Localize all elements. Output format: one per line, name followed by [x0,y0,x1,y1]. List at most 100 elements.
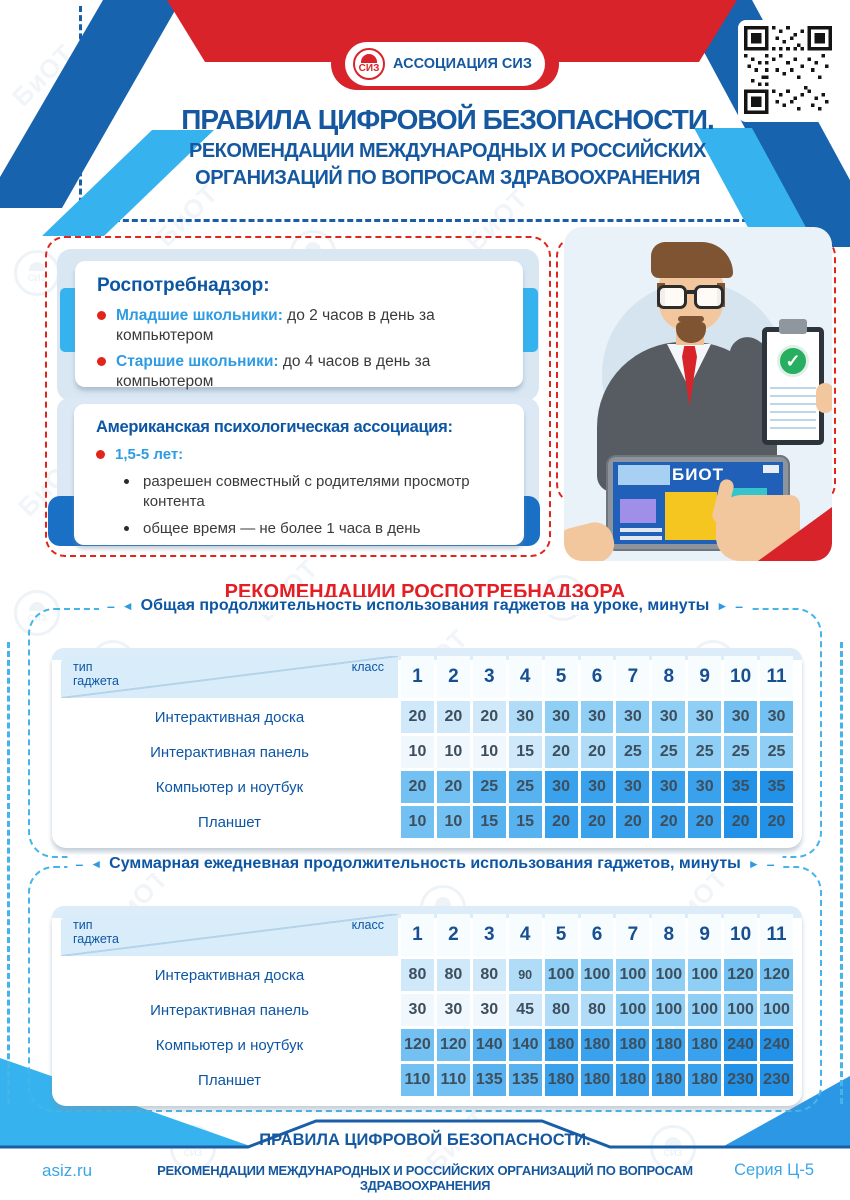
table-1-title: – ◄ Общая продолжительность использовани… [98,597,752,615]
minutes-cell: 25 [688,736,722,768]
screen-block [620,536,662,540]
minutes-cell: 30 [580,701,614,733]
minutes-cell: 135 [472,1064,506,1096]
right-arrow-icon: ► [716,599,729,613]
class-column-header: 6 [580,656,614,698]
minutes-cell: 100 [544,959,578,991]
corner-type-label: тип гаджета [73,918,119,946]
minutes-cell: 180 [652,1064,686,1096]
class-column-header: 7 [616,656,650,698]
glasses-icon [694,285,724,309]
item-label: Старшие школьники: [116,353,283,370]
item-text: до 4 часов в день за компьютером [116,353,431,390]
gadget-row-label: Интерактивная доска [61,701,398,733]
class-column-header: 5 [544,914,578,956]
red-bullet-icon [97,311,106,320]
minutes-cell: 90 [508,959,542,991]
tablet-site-title: БИОТ [671,465,725,484]
class-column-header: 9 [688,914,722,956]
site-link[interactable]: asiz.ru [42,1161,93,1180]
gadget-row-label: Интерактивная доска [61,959,398,991]
box1-accent-right [519,288,538,352]
table-title-text: Общая продолжительность использования га… [140,597,710,614]
minutes-cell: 20 [688,806,722,838]
class-column-header: 7 [616,914,650,956]
minutes-cell: 80 [401,959,434,991]
minutes-cell: 30 [401,994,434,1026]
minutes-cell: 80 [472,959,506,991]
dashed-edge-right [840,642,843,1104]
minutes-cell: 30 [616,701,650,733]
table-row: Планшет 10 10 15 15 20 20 20 20 20 20 20 [61,806,793,838]
minutes-cell: 20 [724,806,758,838]
table-corner-cell: тип гаджета класс [61,914,398,956]
screen-block [620,499,656,523]
minutes-cell: 80 [580,994,614,1026]
minutes-cell: 30 [652,701,686,733]
document-line [770,395,816,397]
document-line [770,411,816,413]
gadget-row-label: Интерактивная панель [61,994,398,1026]
table-row: Интерактивная панель 30 30 30 45 80 80 100 100 10… [61,994,793,1026]
lesson-duration-section: – ◄ Общая продолжительность использовани… [28,597,822,858]
dashed-line-horizontal [78,219,784,222]
document-line [770,403,816,405]
minutes-cell: 20 [401,701,434,733]
dashed-edge-left [7,642,10,1104]
minutes-cell: 20 [760,806,793,838]
age-label: 1,5-5 лет: [115,446,184,463]
minutes-cell: 100 [688,994,722,1026]
man-goatee [676,322,706,343]
minutes-cell: 10 [436,736,470,768]
watermark-biot-text: БиОТ [5,38,81,113]
minutes-cell: 30 [688,771,722,803]
minutes-cell: 20 [652,806,686,838]
black-bullet-icon [124,479,129,484]
dash-decor: – [75,856,84,872]
table-row: Интерактивная доска 80 80 80 90 100 100 100 100 1… [61,959,793,991]
minutes-cell: 25 [760,736,793,768]
list-item: Младшие школьники: до 2 часов в день за … [97,306,507,346]
minutes-cell: 20 [580,806,614,838]
minutes-cell: 30 [760,701,793,733]
dash-decor: – [106,598,115,614]
minutes-cell: 100 [652,959,686,991]
minutes-cell: 180 [688,1029,722,1061]
table-row: Компьютер и ноутбук 20 20 25 25 30 30 30 30 30 35 3… [61,771,793,803]
minutes-cell: 30 [544,771,578,803]
minutes-cell: 100 [616,959,650,991]
footer-title-line1: ПРАВИЛА ЦИФРОВОЙ БЕЗОПАСНОСТИ. [259,1131,591,1149]
minutes-cell: 135 [508,1064,542,1096]
minutes-cell: 240 [760,1029,793,1061]
right-arrow-icon: ► [747,857,760,871]
minutes-cell: 15 [508,736,542,768]
corner-class-label: класс [351,918,384,932]
gadget-row-label: Планшет [61,1064,398,1096]
sub-list-item: разрешен совместный с родителями просмот… [124,472,510,512]
class-column-header: 3 [472,656,506,698]
class-column-header: 4 [508,656,542,698]
minutes-cell: 15 [508,806,542,838]
minutes-cell: 100 [724,994,758,1026]
title-line-1: ПРАВИЛА ЦИФРОВОЙ БЕЗОПАСНОСТИ. [181,104,714,135]
box2-heading: Американская психологическая ассоциация: [96,418,453,436]
siz-helmet-icon: СИЗ [353,48,385,80]
rospotrebnadzor-box: Роспотребнадзор: Младшие школьники: до 2… [75,261,523,390]
series-label: Серия Ц-5 [734,1161,814,1179]
list-item: Старшие школьники: до 4 часов в день за … [97,352,507,392]
man-with-clipboard-illustration: ✓ БИОТ [564,227,832,561]
sub-item-text: разрешен совместный с родителями просмот… [143,473,470,510]
minutes-cell: 10 [436,806,470,838]
sub-list-item: общее время — не более 1 часа в день [124,519,510,539]
minutes-cell: 240 [724,1029,758,1061]
man-hair [651,242,733,278]
glasses-bridge [687,290,697,294]
minutes-cell: 20 [616,806,650,838]
minutes-cell: 100 [652,994,686,1026]
minutes-cell: 230 [760,1064,793,1096]
class-column-header: 3 [472,914,506,956]
minutes-cell: 230 [724,1064,758,1096]
minutes-cell: 30 [544,701,578,733]
minutes-cell: 80 [436,959,470,991]
minutes-cell: 110 [401,1064,434,1096]
